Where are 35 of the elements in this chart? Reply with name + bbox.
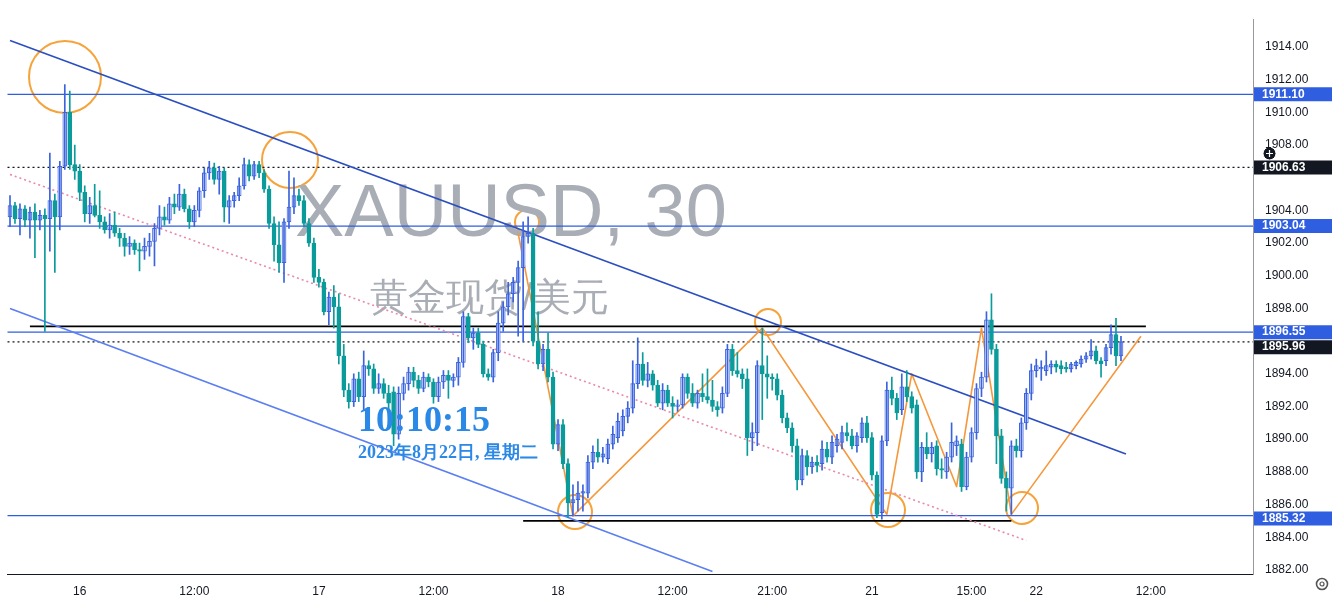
y-tick-label: 1900.00 (1265, 268, 1309, 283)
y-tick-label: 1902.00 (1265, 235, 1309, 250)
ref-line-label: 1895.96 (1262, 339, 1306, 354)
ref-line-label: 1896.55 (1262, 324, 1306, 339)
x-tick-label: 12:00 (179, 583, 210, 598)
y-tick-label: 1890.00 (1265, 431, 1309, 446)
y-tick-label: 1904.00 (1265, 202, 1309, 217)
ref-line-label: 1903.04 (1262, 218, 1306, 233)
y-tick-label: 1888.00 (1265, 464, 1309, 479)
x-tick-label: 21 (865, 583, 879, 598)
y-tick-label: 1912.00 (1265, 71, 1309, 86)
y-tick-label: 1886.00 (1265, 496, 1309, 511)
x-tick-label: 22 (1029, 583, 1044, 598)
y-tick-label: 1898.00 (1265, 300, 1309, 315)
x-tick-label: 12:00 (657, 583, 688, 598)
ref-line-label: 1911.10 (1262, 86, 1306, 101)
x-tick-label: 21:00 (757, 583, 788, 598)
y-tick-label: 1892.00 (1265, 398, 1309, 413)
x-tick-label: 12:00 (1135, 583, 1167, 598)
candlestick (675, 399, 680, 412)
candlestick (939, 458, 944, 479)
y-tick-label: 1910.00 (1265, 104, 1309, 119)
ref-line-label: 1906.63 (1262, 159, 1306, 174)
candlestick (137, 242, 142, 272)
x-tick-label: 15:00 (956, 583, 987, 598)
x-tick-label: 16 (73, 583, 87, 598)
y-tick-label: 1914.00 (1265, 39, 1309, 54)
y-tick-label: 1882.00 (1265, 562, 1309, 577)
x-tick-label: 17 (312, 583, 326, 598)
x-tick-label: 18 (551, 583, 566, 598)
x-tick-label: 12:00 (418, 583, 449, 598)
ref-line-label: 1885.32 (1262, 510, 1306, 525)
y-tick-label: 1894.00 (1265, 366, 1309, 381)
y-tick-label: 1908.00 (1265, 137, 1309, 152)
y-tick-label: 1884.00 (1265, 529, 1309, 544)
